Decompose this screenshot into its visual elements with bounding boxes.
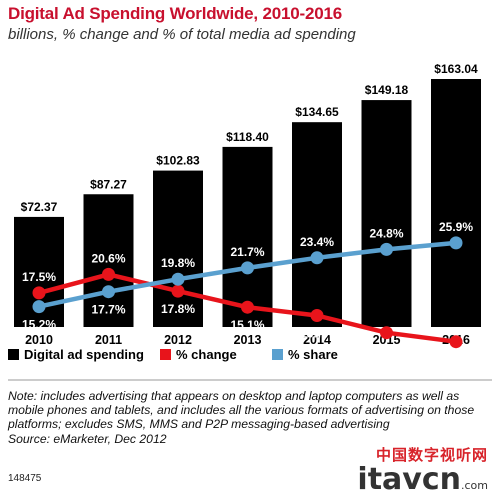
- bar-2013: [222, 146, 273, 327]
- legend-label-digital-ad-spending: Digital ad spending: [24, 347, 144, 362]
- point-change-2012: [171, 284, 185, 298]
- bar-2016: [431, 79, 481, 327]
- point-share-2013: [241, 261, 254, 275]
- bar-value-label-2013: $118.40: [226, 130, 269, 144]
- point-share-2016: [449, 236, 463, 250]
- point-share-2015: [380, 242, 393, 256]
- watermark-brand-text: itavcn: [357, 462, 461, 497]
- change-label-2012: 17.8%: [161, 302, 195, 316]
- change-label-2015: 10.8%: [369, 344, 403, 358]
- watermark-logo: 中国数字视听网 itavcn.com: [357, 444, 488, 501]
- watermark-chinese-text: 中国数字视听网: [375, 446, 488, 464]
- note-text: Note: includes advertising that appears …: [8, 389, 475, 432]
- share-label-2013: 21.7%: [230, 245, 264, 259]
- bar-value-label-2015: $149.18: [365, 83, 409, 97]
- chart-area: $72.37 2010 $87.27 2011 $102.83 2012 $118.40 20…: [8, 62, 492, 381]
- x-tick-label-2013: 2013: [234, 333, 262, 347]
- change-label-2013: 15.1%: [230, 318, 264, 332]
- share-label-2016: 25.9%: [439, 220, 473, 234]
- bar-value-label-2011: $87.27: [90, 177, 127, 191]
- source-text: Source: eMarketer, Dec 2012: [8, 431, 167, 446]
- bar-2011: [83, 194, 134, 327]
- bar-2014: [292, 122, 342, 327]
- x-tick-label-2015: 2015: [373, 333, 401, 347]
- legend-swatch-change: [160, 349, 171, 360]
- x-tick-label-2010: 2010: [25, 333, 53, 347]
- share-label-2011: 17.7%: [91, 303, 125, 317]
- point-share-2011: [102, 285, 115, 299]
- share-label-2015: 24.8%: [369, 226, 403, 240]
- point-share-2014: [310, 251, 324, 265]
- legend-label-share: % share: [288, 347, 338, 362]
- chart-subtitle: billions, % change and % of total media …: [8, 26, 356, 43]
- share-label-2012: 19.8%: [161, 256, 195, 270]
- bar-2015: [361, 100, 412, 328]
- watermark-suffix: .com: [461, 479, 488, 492]
- bar-value-label-2012: $102.83: [156, 154, 200, 168]
- legend-swatch-share: [272, 349, 283, 360]
- point-share-2012: [171, 272, 185, 286]
- legend-swatch-digital-ad-spending: [8, 349, 19, 360]
- chart-note: Note: includes advertising that appears …: [8, 389, 478, 446]
- point-change-2016: [449, 335, 463, 349]
- x-tick-label-2014: 2014: [303, 333, 331, 347]
- point-share-2010: [32, 300, 46, 314]
- bar-2012: [153, 170, 203, 327]
- change-label-2011: 20.6%: [91, 251, 125, 265]
- watermark-brand: itavcn.com: [357, 465, 488, 501]
- change-label-2016: 9.3%: [442, 353, 470, 367]
- figure-id: 148475: [8, 473, 42, 484]
- point-change-2014: [310, 309, 324, 322]
- chart-title: Digital Ad Spending Worldwide, 2010-2016: [8, 4, 342, 23]
- legend-label-change: % change: [176, 347, 237, 362]
- share-label-2014: 23.4%: [300, 235, 334, 249]
- change-label-2010: 17.5%: [22, 270, 56, 284]
- bar-value-label-2014: $134.65: [295, 105, 339, 119]
- point-change-2015: [380, 326, 393, 340]
- x-tick-label-2012: 2012: [164, 333, 192, 347]
- bar-value-label-2016: $163.04: [434, 62, 478, 76]
- x-tick-label-2011: 2011: [95, 333, 122, 347]
- bar-value-label-2010: $72.37: [21, 200, 58, 214]
- change-label-2014: 13.7%: [300, 326, 334, 340]
- share-label-2010: 15.2%: [22, 318, 56, 332]
- point-change-2010: [32, 286, 46, 300]
- point-change-2011: [102, 267, 115, 281]
- point-change-2013: [241, 300, 254, 314]
